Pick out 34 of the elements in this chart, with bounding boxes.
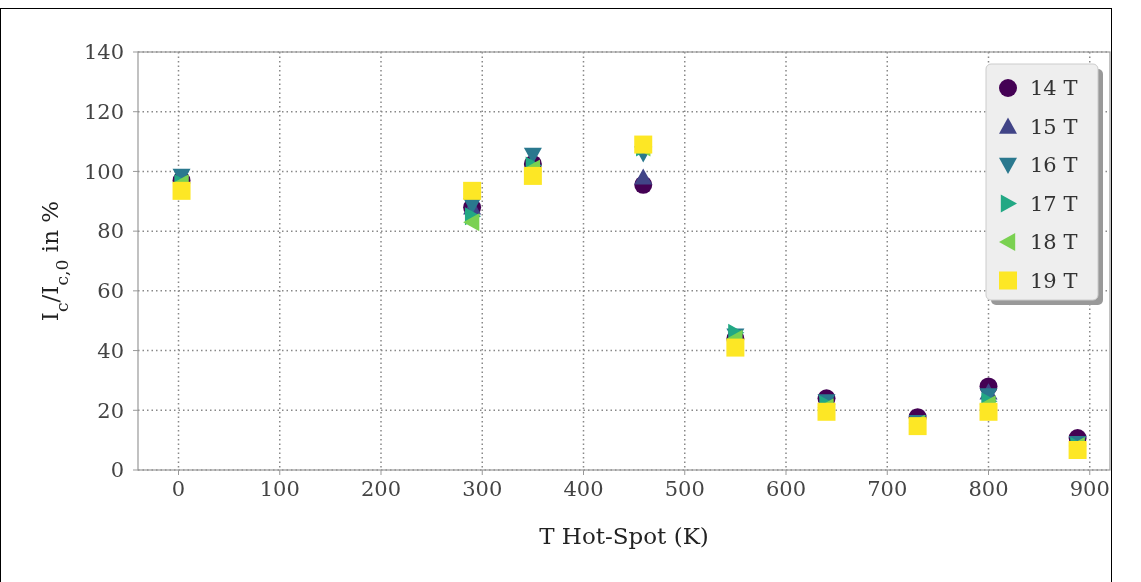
y-tick-label: 0 (110, 458, 124, 483)
y-tick-label: 140 (83, 40, 124, 65)
legend-label: 16 T (1030, 153, 1078, 178)
point (634, 168, 653, 185)
y-tick-label: 100 (83, 159, 124, 184)
point (979, 402, 998, 421)
point (523, 166, 542, 185)
x-tick-label: 200 (360, 477, 402, 501)
x-tick-label: 600 (765, 477, 807, 501)
x-tick-label: 400 (563, 477, 604, 501)
x-tick-label: 300 (462, 477, 503, 501)
legend-label: 18 T (1030, 230, 1078, 255)
y-tick-label: 80 (97, 219, 124, 244)
y-tick-label: 40 (97, 338, 124, 363)
point (817, 402, 836, 421)
point (463, 213, 480, 232)
point (726, 338, 745, 357)
y-tick-label: 120 (83, 100, 124, 125)
x-tick-label: 700 (867, 477, 908, 501)
y-tick-label: 60 (97, 279, 124, 304)
point (463, 181, 482, 200)
y-tick-label: 20 (97, 398, 124, 423)
legend-label: 15 T (1030, 114, 1078, 139)
x-tick-label: 800 (968, 477, 1009, 501)
x-axis-title: T Hot-Spot (K) (539, 523, 709, 549)
point (1068, 441, 1087, 459)
x-tick-label: 100 (259, 477, 300, 501)
x-tick-label: 0 (171, 477, 186, 501)
legend-label: 17 T (1030, 191, 1078, 216)
point (172, 181, 191, 200)
x-tick-label: 500 (664, 477, 705, 501)
legend-label: 19 T (1030, 268, 1078, 293)
x-tick-label: 900 (1069, 477, 1110, 501)
legend-label: 14 T (1030, 76, 1078, 101)
